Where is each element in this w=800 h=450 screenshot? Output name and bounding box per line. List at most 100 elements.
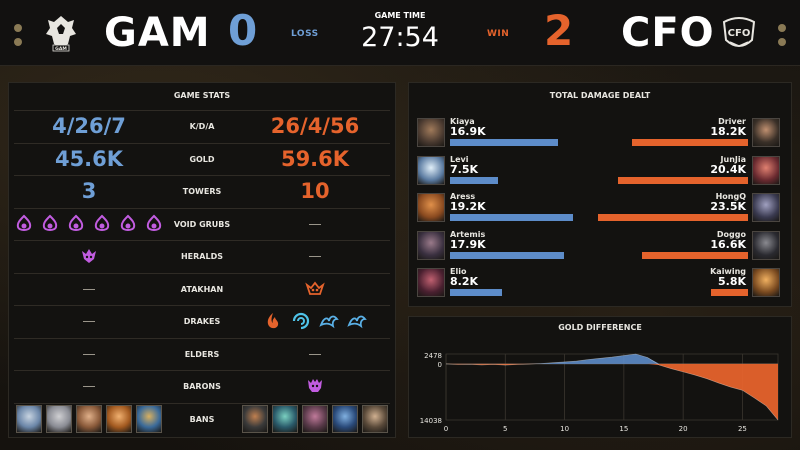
left-empty-dash bbox=[83, 353, 95, 355]
infernal-drake-icon bbox=[267, 313, 279, 329]
void-grub-icon bbox=[146, 214, 162, 231]
stats-row-label: BARONS bbox=[183, 382, 221, 391]
stats-row-label: ELDERS bbox=[184, 349, 220, 359]
ocean-drake-icon bbox=[347, 315, 367, 329]
chart-y-max-label: 2478 bbox=[424, 352, 442, 360]
stats-row-label: ATAKHAN bbox=[180, 284, 224, 294]
left-player-damage: 16.9K bbox=[450, 125, 486, 138]
right-player-damage: 20.4K bbox=[710, 162, 746, 176]
stats-row-gold: GOLD 45.6K 59.6K bbox=[14, 142, 390, 175]
game-stats-title: GAME STATS bbox=[173, 91, 231, 100]
stats-row-heralds: HERALDS bbox=[14, 240, 390, 272]
left-objective-icons bbox=[14, 214, 164, 234]
right-damage-bar bbox=[642, 251, 748, 259]
left-objective-icons bbox=[16, 404, 162, 433]
left-player-damage: 19.2K bbox=[450, 200, 486, 213]
right-empty-dash bbox=[309, 353, 321, 355]
right-team-score: 2 bbox=[544, 6, 574, 55]
left-objective-icons bbox=[79, 246, 99, 266]
game-stats-panel: GAME STATS bbox=[8, 82, 396, 438]
cloud-drake-icon bbox=[292, 312, 310, 330]
right-champion-portrait bbox=[752, 230, 780, 260]
stats-row-void-grubs: VOID GRUBS bbox=[14, 207, 390, 240]
chart-orange-advantage-area bbox=[446, 363, 778, 420]
chart-x-tick-label: 25 bbox=[738, 425, 747, 433]
left-player-name: Levi bbox=[450, 154, 469, 164]
left-player-damage: 17.9K bbox=[450, 237, 486, 251]
left-team-stat-value: 4/26/7 bbox=[52, 114, 126, 138]
cfo-logo-icon: CFO bbox=[722, 17, 756, 47]
cfo-logo-text: CFO bbox=[728, 28, 751, 39]
right-player-name: JunJia bbox=[720, 154, 746, 164]
right-player-damage: 5.8K bbox=[717, 275, 746, 288]
left-player-damage: 8.2K bbox=[450, 275, 479, 288]
left-team-name: GAM bbox=[104, 10, 211, 56]
right-player-name: Kaiwing bbox=[710, 267, 746, 276]
left-ban-champion-portrait bbox=[136, 404, 162, 433]
right-player-damage: 16.6K bbox=[710, 237, 746, 251]
stats-row-label: K/D/A bbox=[189, 122, 215, 131]
void-grub-icon bbox=[94, 214, 110, 231]
stats-row-barons: BARONS bbox=[14, 370, 390, 402]
left-ban-champion-portrait bbox=[46, 404, 72, 433]
right-player-damage: 23.5K bbox=[710, 200, 746, 213]
right-champion-portrait bbox=[752, 268, 780, 297]
right-player-name: HongQ bbox=[715, 192, 746, 201]
left-empty-dash bbox=[83, 321, 95, 322]
right-champion-portrait bbox=[752, 155, 780, 185]
left-team-score: 0 bbox=[228, 6, 258, 55]
left-player-name: Elio bbox=[450, 267, 467, 276]
right-ban-champion-portrait bbox=[272, 404, 298, 433]
left-team-stat-value: 3 bbox=[81, 179, 97, 203]
right-ban-champion-portrait bbox=[332, 404, 358, 433]
stats-row-atakhan: ATAKHAN bbox=[14, 272, 390, 305]
chart-x-tick-label: 10 bbox=[560, 425, 569, 433]
stats-row-label: VOID GRUBS bbox=[173, 219, 231, 229]
atakhan-icon bbox=[305, 281, 325, 295]
right-objective-icons bbox=[305, 279, 325, 299]
right-team-name: CFO bbox=[621, 10, 715, 56]
ocean-drake-icon bbox=[319, 315, 339, 329]
right-team-stat-value: 26/4/56 bbox=[270, 114, 360, 138]
stats-row-label: TOWERS bbox=[182, 187, 222, 196]
game-time: 27:54 bbox=[361, 22, 439, 53]
left-champion-portrait bbox=[417, 268, 445, 297]
left-team-result: LOSS bbox=[291, 29, 319, 39]
right-objective-icons bbox=[242, 404, 388, 433]
right-damage-bar bbox=[710, 289, 748, 296]
baron-icon bbox=[308, 379, 322, 392]
void-grub-icon bbox=[16, 214, 32, 231]
stats-row-towers: TOWERS 3 10 bbox=[14, 175, 390, 207]
stats-row-bans: BANS bbox=[14, 402, 390, 435]
left-menu-dots-icon[interactable] bbox=[14, 24, 22, 46]
stats-row-label: BANS bbox=[189, 414, 215, 424]
left-damage-bar bbox=[450, 176, 498, 184]
right-menu-dots-icon[interactable] bbox=[778, 24, 786, 46]
left-damage-bar bbox=[450, 214, 573, 221]
void-grub-icon bbox=[120, 214, 136, 231]
left-player-name: Artemis bbox=[450, 229, 486, 239]
left-team-stat-value: 45.6K bbox=[54, 146, 124, 171]
right-empty-dash bbox=[309, 223, 321, 225]
chart-x-tick-label: 5 bbox=[503, 425, 507, 433]
right-player-name: Doggo bbox=[716, 229, 746, 239]
chart-blue-advantage-area bbox=[446, 354, 778, 364]
right-team-stat-value: 10 bbox=[300, 179, 330, 203]
gold-difference-title: GOLD DIFFERENCE bbox=[558, 323, 642, 332]
chart-y-min-label: 14038 bbox=[420, 417, 442, 425]
right-ban-champion-portrait bbox=[302, 404, 328, 433]
left-empty-dash bbox=[83, 386, 95, 387]
chart-x-tick-label: 15 bbox=[619, 425, 628, 433]
left-damage-bar bbox=[450, 251, 565, 259]
stats-row-label: HERALDS bbox=[180, 252, 223, 261]
gam-logo-icon: GAM bbox=[46, 16, 76, 52]
left-champion-portrait bbox=[417, 193, 445, 222]
void-grub-icon bbox=[42, 214, 58, 231]
void-grub-icon bbox=[68, 214, 84, 231]
right-champion-portrait bbox=[752, 118, 780, 147]
left-damage-bar bbox=[450, 139, 558, 146]
stats-row-label: GOLD bbox=[189, 154, 215, 164]
right-empty-dash bbox=[309, 256, 321, 257]
right-player-name: Driver bbox=[718, 117, 746, 126]
gam-logo-text: GAM bbox=[55, 46, 67, 52]
